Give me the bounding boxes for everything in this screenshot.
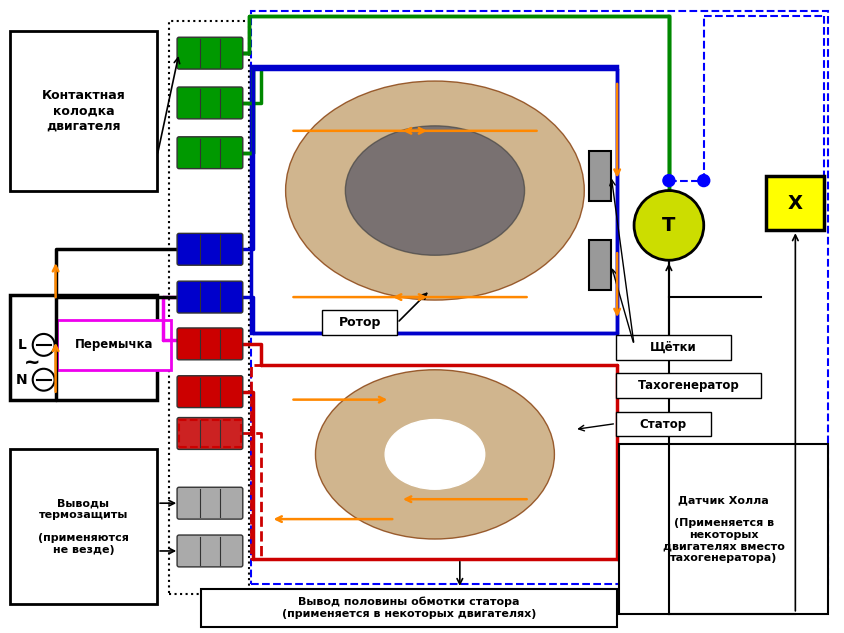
Ellipse shape — [385, 420, 484, 489]
Text: Т: Т — [663, 216, 675, 235]
Ellipse shape — [345, 126, 525, 255]
Bar — [179, 420, 241, 448]
Text: N: N — [16, 373, 28, 387]
FancyBboxPatch shape — [177, 87, 243, 119]
Circle shape — [663, 175, 675, 187]
FancyBboxPatch shape — [177, 137, 243, 168]
Bar — [251, 66, 617, 333]
Bar — [616, 335, 731, 360]
Text: Статор: Статор — [640, 418, 687, 430]
Bar — [322, 310, 398, 335]
Bar — [10, 31, 157, 191]
Bar — [10, 449, 157, 604]
FancyBboxPatch shape — [177, 487, 243, 519]
Ellipse shape — [285, 81, 584, 300]
Bar — [201, 589, 617, 627]
Bar — [589, 151, 611, 201]
Bar — [766, 175, 825, 230]
Bar — [10, 295, 157, 399]
Bar — [616, 373, 760, 398]
Bar — [589, 241, 611, 290]
Ellipse shape — [316, 370, 555, 539]
FancyBboxPatch shape — [177, 281, 243, 313]
Text: Щётки: Щётки — [650, 341, 697, 354]
FancyBboxPatch shape — [177, 328, 243, 360]
Bar — [619, 444, 828, 613]
Text: Вывод половины обмотки статора
(применяется в некоторых двигателях): Вывод половины обмотки статора (применяе… — [282, 597, 536, 619]
Text: L: L — [18, 338, 26, 352]
Text: Х: Х — [787, 194, 803, 213]
FancyBboxPatch shape — [177, 37, 243, 69]
Text: ~: ~ — [24, 353, 40, 372]
Bar — [169, 22, 249, 594]
FancyBboxPatch shape — [177, 418, 243, 449]
FancyBboxPatch shape — [177, 535, 243, 567]
FancyBboxPatch shape — [177, 234, 243, 265]
FancyBboxPatch shape — [177, 376, 243, 408]
Text: Ротор: Ротор — [338, 316, 381, 329]
Text: Контактная
колодка
двигателя: Контактная колодка двигателя — [41, 89, 126, 132]
Text: Тахогенератор: Тахогенератор — [637, 379, 739, 392]
Circle shape — [634, 191, 704, 260]
Text: Перемычка: Перемычка — [74, 339, 153, 351]
Bar — [616, 411, 711, 437]
Bar — [251, 11, 828, 584]
Text: Датчик Холла

(Применяется в
некоторых
двигателях вместо
тахогенератора): Датчик Холла (Применяется в некоторых дв… — [663, 495, 785, 563]
Bar — [251, 365, 617, 559]
Bar — [57, 320, 171, 370]
Circle shape — [698, 175, 710, 187]
Text: Выводы
термозащиты

(применяются
не везде): Выводы термозащиты (применяются не везде… — [38, 498, 129, 555]
